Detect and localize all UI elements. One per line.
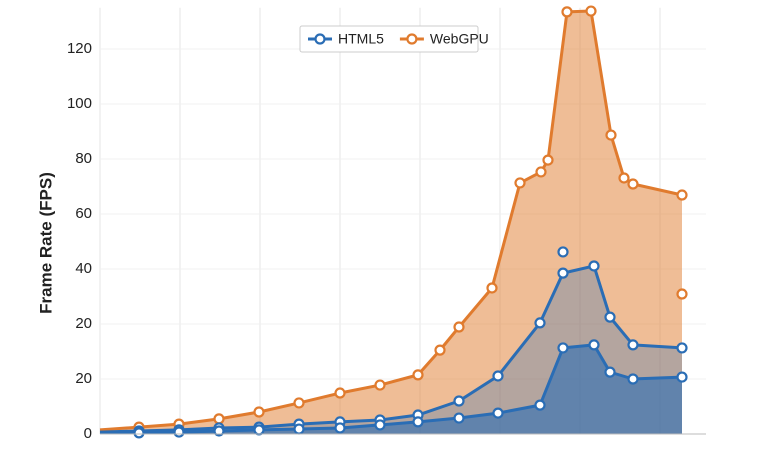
lines	[99, 5, 688, 439]
point	[213, 425, 225, 437]
y-tick-label: 100	[67, 95, 92, 112]
y-tick-label: 120	[67, 40, 92, 57]
area	[100, 265, 682, 434]
legend-box	[299, 25, 479, 53]
point	[412, 416, 424, 428]
point	[534, 317, 546, 329]
point	[453, 412, 465, 424]
y-tick-label: 60	[75, 205, 92, 222]
legend-marker	[406, 33, 418, 45]
y-tick-label: 40	[75, 260, 92, 277]
point	[627, 178, 639, 190]
point	[253, 406, 265, 418]
areas	[100, 11, 682, 435]
y-axis-label: Frame Rate (FPS)	[36, 172, 55, 314]
point	[253, 424, 265, 436]
point	[588, 339, 600, 351]
point	[293, 423, 305, 435]
point	[334, 422, 346, 434]
legend: HTML5 WebGPU	[299, 25, 489, 53]
point	[604, 311, 616, 323]
point	[557, 342, 569, 354]
point	[557, 267, 569, 279]
point	[374, 379, 386, 391]
point	[534, 399, 546, 411]
point	[676, 371, 688, 383]
point	[133, 427, 145, 439]
point	[676, 288, 688, 300]
point	[535, 166, 547, 178]
y-tick-label: 0	[84, 425, 92, 442]
point	[676, 342, 688, 354]
point	[557, 246, 569, 258]
point	[434, 344, 446, 356]
point	[588, 260, 600, 272]
point	[618, 172, 630, 184]
legend-marker	[314, 33, 326, 45]
point	[412, 369, 424, 381]
point	[453, 321, 465, 333]
point	[514, 177, 526, 189]
point	[605, 129, 617, 141]
point	[585, 5, 597, 17]
point	[542, 154, 554, 166]
point	[453, 395, 465, 407]
point	[627, 373, 639, 385]
point	[334, 387, 346, 399]
legend-label: HTML5	[338, 31, 384, 47]
point	[627, 339, 639, 351]
y-tick-label: 20	[75, 315, 92, 332]
point	[676, 189, 688, 201]
point	[492, 407, 504, 419]
point	[374, 419, 386, 431]
y-tick-label: 80	[75, 150, 92, 167]
area	[100, 344, 682, 434]
point	[486, 282, 498, 294]
point	[492, 370, 504, 382]
point	[604, 366, 616, 378]
point	[561, 6, 573, 18]
point	[173, 426, 185, 438]
point	[293, 397, 305, 409]
y-tick-label: 20	[75, 370, 92, 387]
legend-label: WebGPU	[430, 31, 489, 47]
point	[213, 413, 225, 425]
